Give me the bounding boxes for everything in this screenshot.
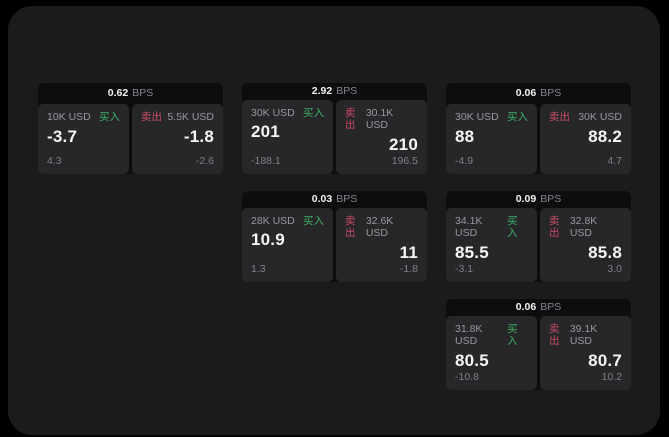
- bps-value: 2.92: [311, 84, 333, 97]
- sell-side-label: 卖出: [549, 214, 560, 240]
- bps-unit: BPS: [540, 87, 562, 99]
- sell-side-label: 卖出: [549, 322, 560, 348]
- sell-amount: 32.6K USD: [365, 214, 394, 240]
- bps-unit: BPS: [336, 84, 358, 97]
- buy-sub-value: 1.3: [251, 263, 266, 276]
- sell-sub-value: -2.6: [195, 155, 214, 168]
- bps-header: 0.06 BPS: [446, 83, 631, 103]
- sell-pane[interactable]: 卖出 30K USD 88.2 4.7: [540, 104, 631, 174]
- buy-amount: 30K USD: [455, 111, 499, 123]
- sell-amount: 39.1K USD: [569, 322, 598, 348]
- buy-side-label: 买入: [303, 214, 324, 227]
- bps-value: 0.06: [515, 87, 537, 99]
- bps-unit: BPS: [540, 192, 562, 205]
- buy-price: 201: [251, 122, 280, 142]
- bps-header: 0.03 BPS: [242, 191, 427, 207]
- quote-card: 2.92 BPS 30K USD 买入 201 -188.1 卖出 30.1K …: [242, 83, 427, 174]
- bps-header: 2.92 BPS: [242, 83, 427, 99]
- quotes-grid: 0.62 BPS 10K USD 买入 -3.7 4.3 卖出 5.5K USD: [38, 83, 631, 390]
- sell-price: 85.8: [588, 243, 622, 263]
- buy-sub-value: -4.9: [455, 155, 474, 168]
- sell-side-label: 卖出: [141, 111, 162, 123]
- sell-price: 80.7: [588, 351, 622, 371]
- buy-pane[interactable]: 31.8K USD 买入 80.5 -10.8: [446, 315, 537, 390]
- buy-price: 10.9: [251, 230, 285, 250]
- bps-value: 0.09: [515, 192, 537, 205]
- sell-price: -1.8: [183, 126, 214, 146]
- buy-amount: 10K USD: [47, 111, 91, 123]
- bps-value: 0.06: [515, 300, 537, 313]
- sell-sub-value: 10.2: [601, 371, 622, 384]
- quote-card: 0.62 BPS 10K USD 买入 -3.7 4.3 卖出 5.5K USD: [38, 83, 223, 174]
- sell-amount: 5.5K USD: [167, 111, 214, 123]
- bps-value: 0.03: [311, 192, 333, 205]
- buy-side-label: 买入: [303, 106, 324, 119]
- buy-price: 85.5: [455, 243, 489, 263]
- buy-side-label: 买入: [507, 111, 528, 123]
- quote-card: 0.06 BPS 31.8K USD 买入 80.5 -10.8 卖出 39.1…: [446, 299, 631, 390]
- buy-price: 88: [455, 126, 475, 146]
- buy-amount: 34.1K USD: [455, 214, 483, 240]
- bps-header: 0.09 BPS: [446, 191, 631, 207]
- sell-sub-value: 4.7: [607, 155, 622, 168]
- bps-value: 0.62: [107, 87, 129, 99]
- quote-card: 0.09 BPS 34.1K USD 买入 85.5 -3.1 卖出 32.8K…: [446, 191, 631, 282]
- bps-header: 0.06 BPS: [446, 299, 631, 315]
- sell-side-label: 卖出: [549, 111, 570, 123]
- buy-price: 80.5: [455, 351, 489, 371]
- quotes-panel: 0.62 BPS 10K USD 买入 -3.7 4.3 卖出 5.5K USD: [8, 6, 660, 435]
- sell-pane[interactable]: 卖出 32.6K USD 11 -1.8: [336, 207, 427, 282]
- bps-unit: BPS: [132, 87, 154, 99]
- bps-unit: BPS: [540, 300, 562, 313]
- sell-pane[interactable]: 卖出 30.1K USD 210 196.5: [336, 99, 427, 174]
- buy-sub-value: 4.3: [47, 155, 62, 168]
- sell-pane[interactable]: 卖出 5.5K USD -1.8 -2.6: [132, 104, 223, 174]
- buy-pane[interactable]: 30K USD 买入 201 -188.1: [242, 99, 333, 174]
- buy-amount: 28K USD: [251, 214, 295, 227]
- quote-card: 0.03 BPS 28K USD 买入 10.9 1.3 卖出 32.6K US…: [242, 191, 427, 282]
- buy-pane[interactable]: 28K USD 买入 10.9 1.3: [242, 207, 333, 282]
- sell-pane[interactable]: 卖出 32.8K USD 85.8 3.0: [540, 207, 631, 282]
- sell-amount: 32.8K USD: [569, 214, 598, 240]
- buy-side-label: 买入: [507, 322, 518, 348]
- buy-sub-value: -3.1: [455, 263, 474, 276]
- bps-unit: BPS: [336, 192, 358, 205]
- buy-pane[interactable]: 10K USD 买入 -3.7 4.3: [38, 104, 129, 174]
- sell-sub-value: 196.5: [391, 155, 418, 168]
- sell-amount: 30K USD: [578, 111, 622, 123]
- buy-amount: 30K USD: [251, 106, 295, 119]
- buy-pane[interactable]: 34.1K USD 买入 85.5 -3.1: [446, 207, 537, 282]
- buy-amount: 31.8K USD: [455, 322, 483, 348]
- sell-price: 88.2: [588, 126, 622, 146]
- sell-sub-value: 3.0: [607, 263, 622, 276]
- buy-price: -3.7: [47, 126, 78, 146]
- sell-price: 210: [389, 135, 418, 155]
- sell-side-label: 卖出: [345, 214, 356, 240]
- buy-sub-value: -10.8: [455, 371, 479, 384]
- sell-price: 11: [399, 243, 418, 263]
- bps-header: 0.62 BPS: [38, 83, 223, 103]
- buy-sub-value: -188.1: [251, 155, 281, 168]
- sell-sub-value: -1.8: [399, 263, 418, 276]
- sell-pane[interactable]: 卖出 39.1K USD 80.7 10.2: [540, 315, 631, 390]
- buy-side-label: 买入: [99, 111, 120, 123]
- buy-pane[interactable]: 30K USD 买入 88 -4.9: [446, 104, 537, 174]
- sell-side-label: 卖出: [345, 106, 356, 132]
- sell-amount: 30.1K USD: [365, 106, 394, 132]
- buy-side-label: 买入: [507, 214, 518, 240]
- quote-card: 0.06 BPS 30K USD 买入 88 -4.9 卖出 30K USD: [446, 83, 631, 174]
